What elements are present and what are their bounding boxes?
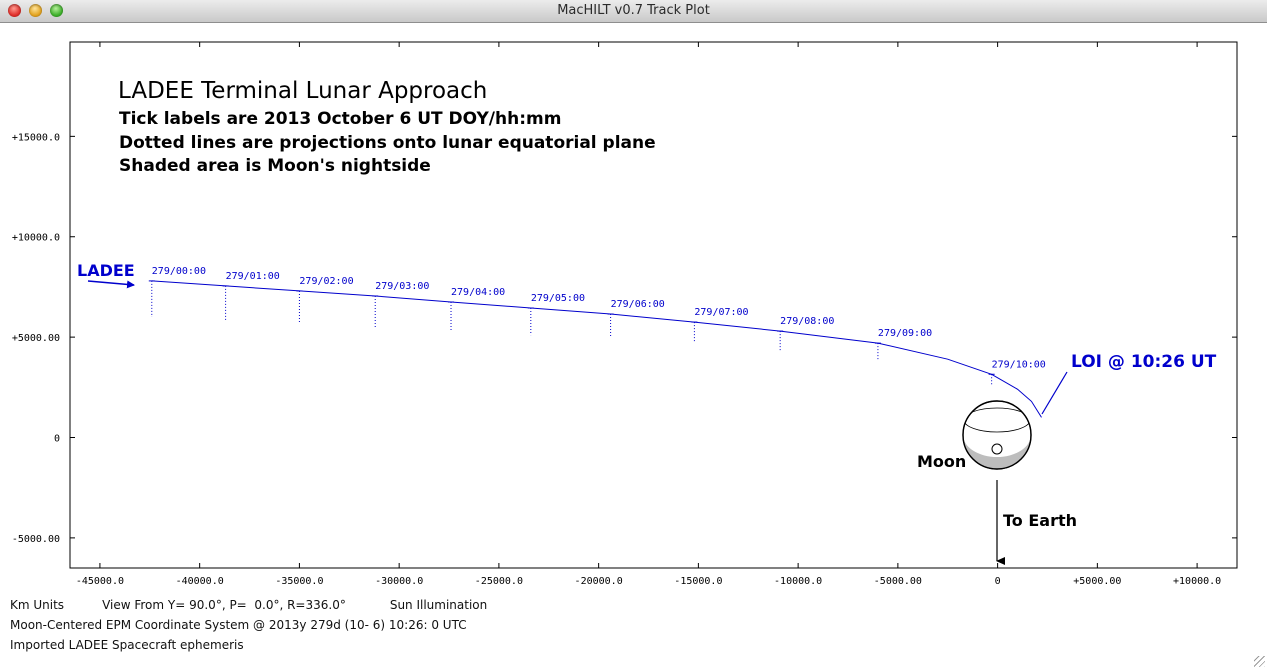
subtitle-line-3: Shaded area is Moon's nightside <box>119 156 431 176</box>
resize-grip-icon[interactable] <box>1254 656 1265 667</box>
track-plot: -45000.0 -40000.0 -35000.0 -30000.0 -25000.0… <box>12 41 1238 587</box>
x-tick-label: -25000.0 <box>475 576 523 587</box>
units-label: Km Units <box>10 598 65 612</box>
x-tick-label: -20000.0 <box>575 576 623 587</box>
time-tick-label: 279/07:00 <box>694 307 748 318</box>
time-tick-label: 279/00:00 <box>152 266 206 277</box>
ladee-arrow-icon <box>87 280 135 289</box>
time-tick-label: 279/06:00 <box>611 299 665 310</box>
to-earth-label: To Earth <box>1003 511 1077 530</box>
time-tick-label: 279/09:00 <box>878 328 932 339</box>
x-tick-label: -30000.0 <box>375 576 423 587</box>
x-tick-label: +5000.00 <box>1073 576 1121 587</box>
time-tick-label: 279/04:00 <box>451 287 505 298</box>
loi-pointer-line <box>1041 371 1068 415</box>
status-line-3: Imported LADEE Spacecraft ephemeris <box>10 638 244 652</box>
window-title: MacHILT v0.7 Track Plot <box>557 3 710 18</box>
time-tick-label: 279/03:00 <box>375 281 429 292</box>
moon-label: Moon <box>917 452 966 471</box>
x-tick-label: -35000.0 <box>275 576 323 587</box>
minimize-button[interactable] <box>29 4 42 17</box>
y-tick-label: +15000.0 <box>12 132 60 143</box>
track-time-ticks: 279/00:00 279/01:00 279/02:00 279/03:00 279/… <box>148 266 1046 386</box>
x-tick-label: -15000.0 <box>674 576 722 587</box>
y-tick-label: +5000.00 <box>12 333 60 344</box>
x-tick-label: +10000.0 <box>1173 576 1221 587</box>
view-readout: View From Y= 90.0°, P= 0.0°, R=336.0° <box>102 598 346 612</box>
status-line-1: Km Units View From Y= 90.0°, P= 0.0°, R=3… <box>10 598 487 612</box>
y-axis: +15000.0 +10000.0 +5000.00 0 -5000.00 <box>12 132 1237 545</box>
x-tick-label: 0 <box>995 576 1001 587</box>
title-bar: MacHILT v0.7 Track Plot <box>0 0 1267 23</box>
y-tick-label: 0 <box>54 434 60 445</box>
moon-icon <box>962 400 1032 470</box>
plot-frame <box>69 41 1238 569</box>
time-tick-label: 279/08:00 <box>780 316 834 327</box>
time-tick-label: 279/01:00 <box>226 271 280 282</box>
close-button[interactable] <box>8 4 21 17</box>
time-tick-label: 279/05:00 <box>531 293 585 304</box>
y-tick-label: +10000.0 <box>12 233 60 244</box>
subtitle-line-1: Tick labels are 2013 October 6 UT DOY/hh… <box>119 109 561 129</box>
illumination-label: Sun Illumination <box>389 598 488 612</box>
zoom-button[interactable] <box>50 4 63 17</box>
loi-label: LOI @ 10:26 UT <box>1071 352 1217 372</box>
plot-title: LADEE Terminal Lunar Approach <box>118 78 487 104</box>
x-tick-label: -45000.0 <box>76 576 124 587</box>
time-tick-label: 279/10:00 <box>992 359 1046 370</box>
ladee-label: LADEE <box>77 261 135 280</box>
x-tick-label: -5000.00 <box>874 576 922 587</box>
status-line-2: Moon-Centered EPM Coordinate System @ 20… <box>10 618 467 632</box>
x-tick-label: -10000.0 <box>774 576 822 587</box>
y-tick-label: -5000.00 <box>12 534 60 545</box>
x-tick-label: -40000.0 <box>176 576 224 587</box>
x-axis: -45000.0 -40000.0 -35000.0 -30000.0 -25000.0… <box>76 42 1221 587</box>
time-tick-label: 279/02:00 <box>299 276 353 287</box>
subtitle-line-2: Dotted lines are projections onto lunar … <box>119 133 656 153</box>
